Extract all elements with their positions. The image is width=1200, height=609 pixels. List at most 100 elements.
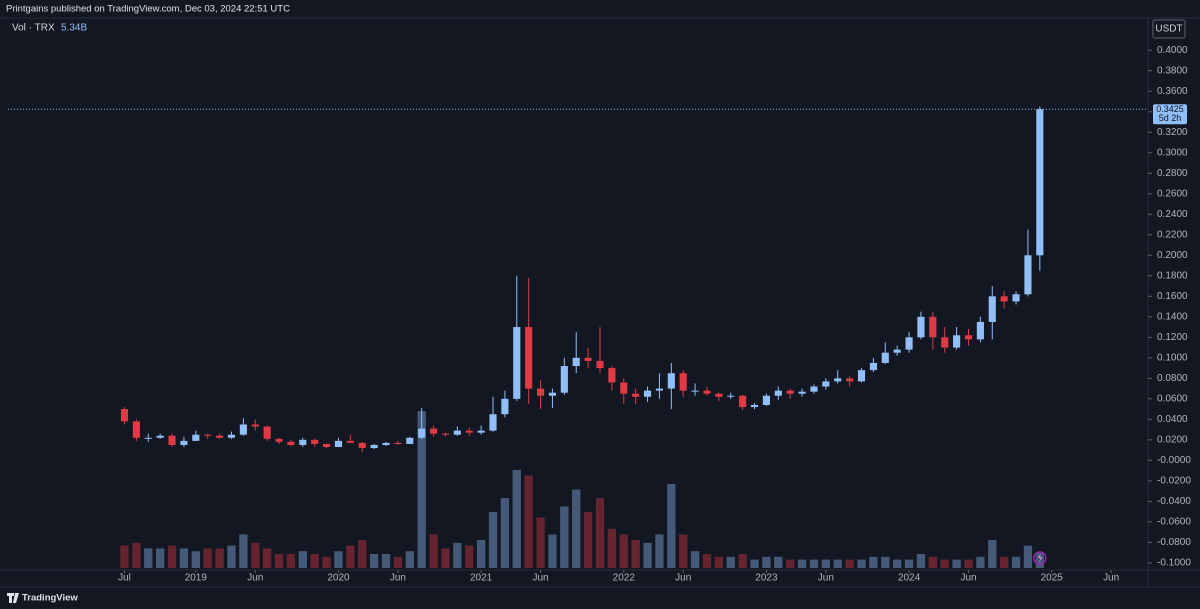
candle-body <box>643 390 652 397</box>
volume-bar <box>334 551 343 568</box>
volume-bar <box>583 512 593 568</box>
volume-bar <box>251 542 260 568</box>
y-tick-label: 0.3200 <box>1157 127 1188 138</box>
x-tick-label: Jun <box>675 573 691 584</box>
candle-body <box>964 335 973 340</box>
volume-bar <box>429 534 438 568</box>
candle-body <box>715 393 723 397</box>
candle-body <box>703 390 711 394</box>
candle-body <box>168 435 176 445</box>
x-tick-label: 2019 <box>185 573 208 584</box>
candle-body <box>334 440 343 448</box>
volume-bar <box>809 559 819 568</box>
y-tick-label: -0.0600 <box>1157 517 1191 528</box>
candle-body <box>620 382 628 394</box>
volume-bar <box>465 545 474 568</box>
volume-bar <box>262 548 272 568</box>
x-tick-label: 2023 <box>755 573 778 584</box>
volume-bar <box>560 506 569 568</box>
x-tick-label: Jun <box>960 573 976 584</box>
candle-body <box>1012 294 1020 302</box>
x-tick-label: Jun <box>1103 573 1119 584</box>
candle-body <box>798 391 806 394</box>
volume-bar <box>1023 545 1033 568</box>
y-tick-label: -0.0800 <box>1157 537 1191 548</box>
candle-body <box>525 327 533 389</box>
volume-bar <box>738 554 747 568</box>
volume-bar <box>417 411 426 568</box>
volume-bar <box>310 554 319 568</box>
alert-bolt <box>1037 553 1043 563</box>
y-tick-label: 0.2000 <box>1157 250 1188 261</box>
volume-bar <box>298 551 307 568</box>
volume-bar <box>786 559 795 568</box>
candle-body <box>489 414 497 431</box>
candle-body <box>750 404 759 408</box>
volume-bar <box>964 559 973 568</box>
volume-bar <box>833 559 842 568</box>
volume-bar <box>167 545 177 568</box>
volume-bar <box>405 551 414 568</box>
volume-bar <box>916 554 926 568</box>
candle-body <box>418 428 426 438</box>
candle-body <box>275 438 283 442</box>
candle-body <box>941 337 949 348</box>
candle-body <box>192 434 200 441</box>
volume-bar <box>381 554 391 568</box>
volume-bar <box>797 559 807 568</box>
candle-body <box>739 395 747 408</box>
candle-body <box>548 392 557 396</box>
volume-bar <box>940 559 949 568</box>
x-tick-label: Jun <box>390 573 406 584</box>
candle-body <box>536 388 545 396</box>
volume-bar <box>441 548 450 568</box>
candle-body <box>572 357 580 367</box>
candle-body <box>929 316 937 338</box>
candle-body <box>299 439 307 445</box>
y-tick-label: -0.0400 <box>1157 496 1191 507</box>
y-tick-label: 0.1400 <box>1157 311 1188 322</box>
volume-bar <box>667 484 676 568</box>
candle-body <box>869 362 877 371</box>
candle-body <box>584 357 592 361</box>
candle-body <box>251 424 259 427</box>
x-tick-label: Jun <box>532 573 548 584</box>
volume-bar <box>144 548 153 568</box>
candle-body <box>370 444 378 449</box>
volume-bar <box>286 554 296 568</box>
candle-body <box>144 437 152 439</box>
last-price-tag <box>1153 104 1187 125</box>
candle-body <box>596 360 604 369</box>
candle-body <box>774 390 782 396</box>
volume-bar <box>928 556 937 568</box>
volume-bar <box>132 542 141 568</box>
volume-bar <box>726 556 735 568</box>
volume-bar <box>976 556 985 568</box>
candle-body <box>394 442 402 444</box>
candle-body <box>453 430 461 435</box>
volume-bar <box>191 551 200 568</box>
volume-bar <box>512 470 521 568</box>
candle-body <box>834 378 842 382</box>
candle-body <box>156 435 164 438</box>
x-tick-label: 2024 <box>898 573 921 584</box>
volume-bar <box>619 534 628 568</box>
y-tick-label: -0.0200 <box>1157 475 1191 486</box>
candle-body <box>881 352 889 363</box>
volume-bar <box>500 498 510 568</box>
x-tick-label: Jun <box>247 573 263 584</box>
unit: USDT <box>1155 24 1182 35</box>
volume-bar <box>679 534 688 568</box>
volume-title: Vol · TRX <box>12 23 55 34</box>
candle-body <box>976 321 984 340</box>
volume-bar <box>453 542 462 568</box>
y-tick-label: 0.2200 <box>1157 229 1188 240</box>
volume-bar <box>869 556 878 568</box>
volume-bar <box>595 498 605 568</box>
volume-bar <box>904 559 914 568</box>
volume-bar <box>774 556 783 568</box>
y-tick-label: 0.1800 <box>1157 270 1188 281</box>
candle-body <box>560 366 568 393</box>
y-tick-label: 0.1600 <box>1157 291 1188 302</box>
